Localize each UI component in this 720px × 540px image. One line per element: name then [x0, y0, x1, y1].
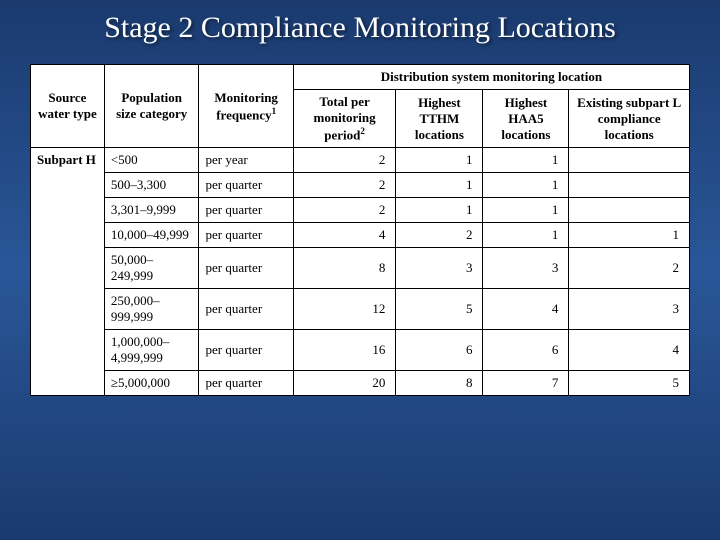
- tthm-cell: 5: [396, 289, 483, 330]
- population-cell: 10,000–49,999: [104, 223, 199, 248]
- population-cell: 50,000–249,999: [104, 248, 199, 289]
- haa5-cell: 1: [483, 148, 569, 173]
- population-cell: <500: [104, 148, 199, 173]
- slide-container: Stage 2 Compliance Monitoring Locations …: [0, 0, 720, 540]
- slide-title: Stage 2 Compliance Monitoring Locations: [30, 10, 690, 46]
- tthm-cell: 1: [396, 198, 483, 223]
- population-cell: 500–3,300: [104, 173, 199, 198]
- frequency-cell: per quarter: [199, 371, 293, 396]
- tthm-cell: 8: [396, 371, 483, 396]
- population-cell: 1,000,000–4,999,999: [104, 330, 199, 371]
- haa5-cell: 6: [483, 330, 569, 371]
- total-cell: 2: [293, 148, 396, 173]
- total-cell: 8: [293, 248, 396, 289]
- existing-cell: [569, 198, 690, 223]
- table-row: 3,301–9,999per quarter211: [31, 198, 690, 223]
- total-cell: 2: [293, 173, 396, 198]
- frequency-cell: per quarter: [199, 248, 293, 289]
- col-total: Total per monitoring period2: [293, 90, 396, 148]
- table-row: 1,000,000–4,999,999per quarter16664: [31, 330, 690, 371]
- tthm-cell: 2: [396, 223, 483, 248]
- col-population: Population size category: [104, 65, 199, 148]
- total-cell: 16: [293, 330, 396, 371]
- existing-cell: 1: [569, 223, 690, 248]
- table-row: 500–3,300per quarter211: [31, 173, 690, 198]
- col-source: Source water type: [31, 65, 105, 148]
- col-frequency: Monitoring frequency1: [199, 65, 293, 148]
- compliance-table: Source water type Population size catego…: [30, 64, 690, 396]
- total-cell: 20: [293, 371, 396, 396]
- table-row: 50,000–249,999per quarter8332: [31, 248, 690, 289]
- table-row: ≥5,000,000per quarter20875: [31, 371, 690, 396]
- col-tthm: Highest TTHM locations: [396, 90, 483, 148]
- haa5-cell: 4: [483, 289, 569, 330]
- existing-cell: 2: [569, 248, 690, 289]
- haa5-cell: 1: [483, 223, 569, 248]
- haa5-cell: 3: [483, 248, 569, 289]
- col-existing: Existing subpart L compliance locations: [569, 90, 690, 148]
- table-body: Subpart H<500per year211500–3,300per qua…: [31, 148, 690, 396]
- existing-cell: 3: [569, 289, 690, 330]
- table-row: 10,000–49,999per quarter4211: [31, 223, 690, 248]
- existing-cell: 4: [569, 330, 690, 371]
- header-row-1: Source water type Population size catego…: [31, 65, 690, 90]
- frequency-cell: per quarter: [199, 330, 293, 371]
- col-distribution-span: Distribution system monitoring location: [293, 65, 689, 90]
- frequency-cell: per quarter: [199, 223, 293, 248]
- existing-cell: 5: [569, 371, 690, 396]
- col-haa5: Highest HAA5 locations: [483, 90, 569, 148]
- haa5-cell: 1: [483, 173, 569, 198]
- haa5-cell: 7: [483, 371, 569, 396]
- frequency-cell: per quarter: [199, 289, 293, 330]
- population-cell: 250,000–999,999: [104, 289, 199, 330]
- frequency-cell: per quarter: [199, 173, 293, 198]
- tthm-cell: 3: [396, 248, 483, 289]
- total-cell: 4: [293, 223, 396, 248]
- table-header: Source water type Population size catego…: [31, 65, 690, 148]
- tthm-cell: 6: [396, 330, 483, 371]
- frequency-cell: per year: [199, 148, 293, 173]
- population-cell: 3,301–9,999: [104, 198, 199, 223]
- frequency-cell: per quarter: [199, 198, 293, 223]
- tthm-cell: 1: [396, 173, 483, 198]
- tthm-cell: 1: [396, 148, 483, 173]
- population-cell: ≥5,000,000: [104, 371, 199, 396]
- existing-cell: [569, 173, 690, 198]
- total-cell: 12: [293, 289, 396, 330]
- haa5-cell: 1: [483, 198, 569, 223]
- source-water-type-cell: Subpart H: [31, 148, 105, 396]
- table-row: Subpart H<500per year211: [31, 148, 690, 173]
- total-cell: 2: [293, 198, 396, 223]
- existing-cell: [569, 148, 690, 173]
- table-row: 250,000–999,999per quarter12543: [31, 289, 690, 330]
